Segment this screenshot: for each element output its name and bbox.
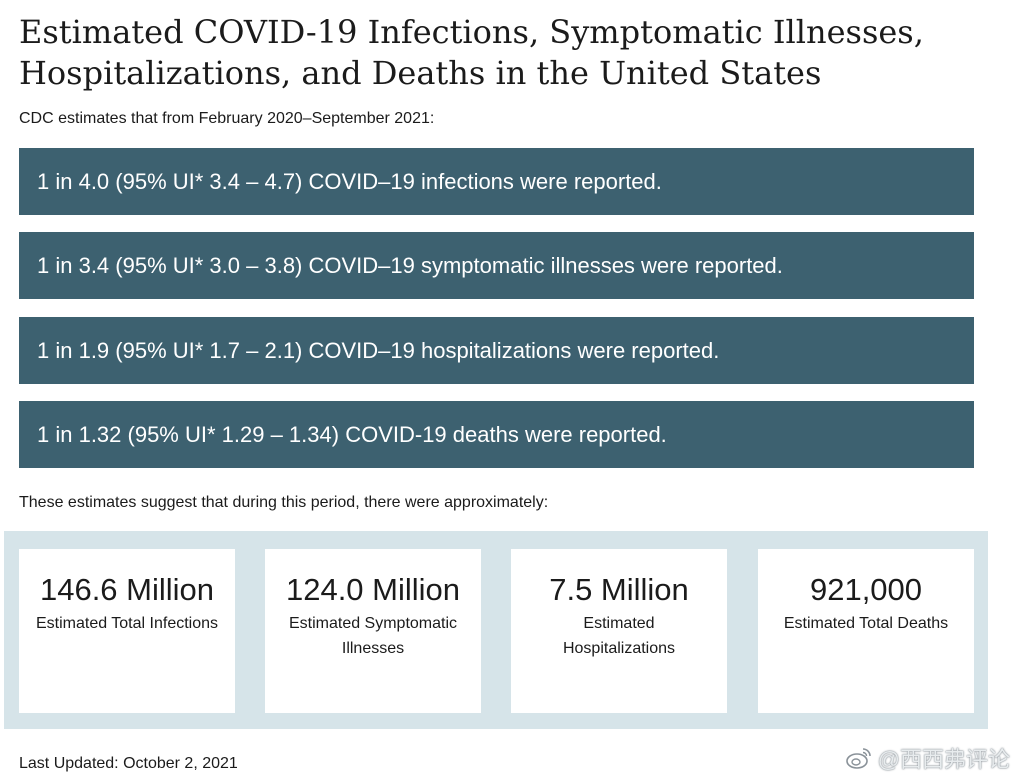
stat-value: 146.6 Million (39, 572, 215, 607)
watermark: @西西弗评论 (845, 742, 1010, 774)
stat-card-infections: 146.6 Million Estimated Total Infections (19, 549, 235, 713)
stats-panel: 146.6 Million Estimated Total Infections… (4, 531, 988, 729)
stat-label: Estimated Total Deaths (783, 615, 949, 632)
page-title: Estimated COVID-19 Infections, Symptomat… (19, 13, 924, 92)
summary-text: These estimates suggest that during this… (19, 494, 549, 511)
watermark-text: @西西弗评论 (877, 747, 1010, 772)
stat-card-deaths: 921,000 Estimated Total Deaths (758, 549, 974, 713)
stat-value: 7.5 Million (549, 572, 689, 607)
last-updated: Last Updated: October 2, 2021 (19, 755, 238, 772)
intro-text: CDC estimates that from February 2020–Se… (19, 110, 435, 127)
infections-ratio-banner: 1 in 4.0 (95% UI* 3.4 – 4.7) COVID–19 in… (19, 148, 974, 215)
deaths-ratio-banner: 1 in 1.32 (95% UI* 1.29 – 1.34) COVID-19… (19, 401, 974, 468)
weibo-icon (845, 748, 871, 769)
stat-label: Estimated Hospitalizations (562, 615, 676, 657)
hospitalizations-ratio-banner: 1 in 1.9 (95% UI* 1.7 – 2.1) COVID–19 ho… (19, 317, 974, 384)
stat-value: 921,000 (809, 572, 923, 607)
symptomatic-ratio-banner: 1 in 3.4 (95% UI* 3.0 – 3.8) COVID–19 sy… (19, 232, 974, 299)
stat-card-hospitalizations: 7.5 Million Estimated Hospitalizations (511, 549, 727, 713)
stat-label: Estimated Total Infections (35, 615, 219, 632)
stat-card-symptomatic-illnesses: 124.0 Million Estimated Symptomatic Illn… (265, 549, 481, 713)
stat-value: 124.0 Million (285, 572, 461, 607)
stat-label: Estimated Symptomatic Illnesses (288, 615, 458, 657)
